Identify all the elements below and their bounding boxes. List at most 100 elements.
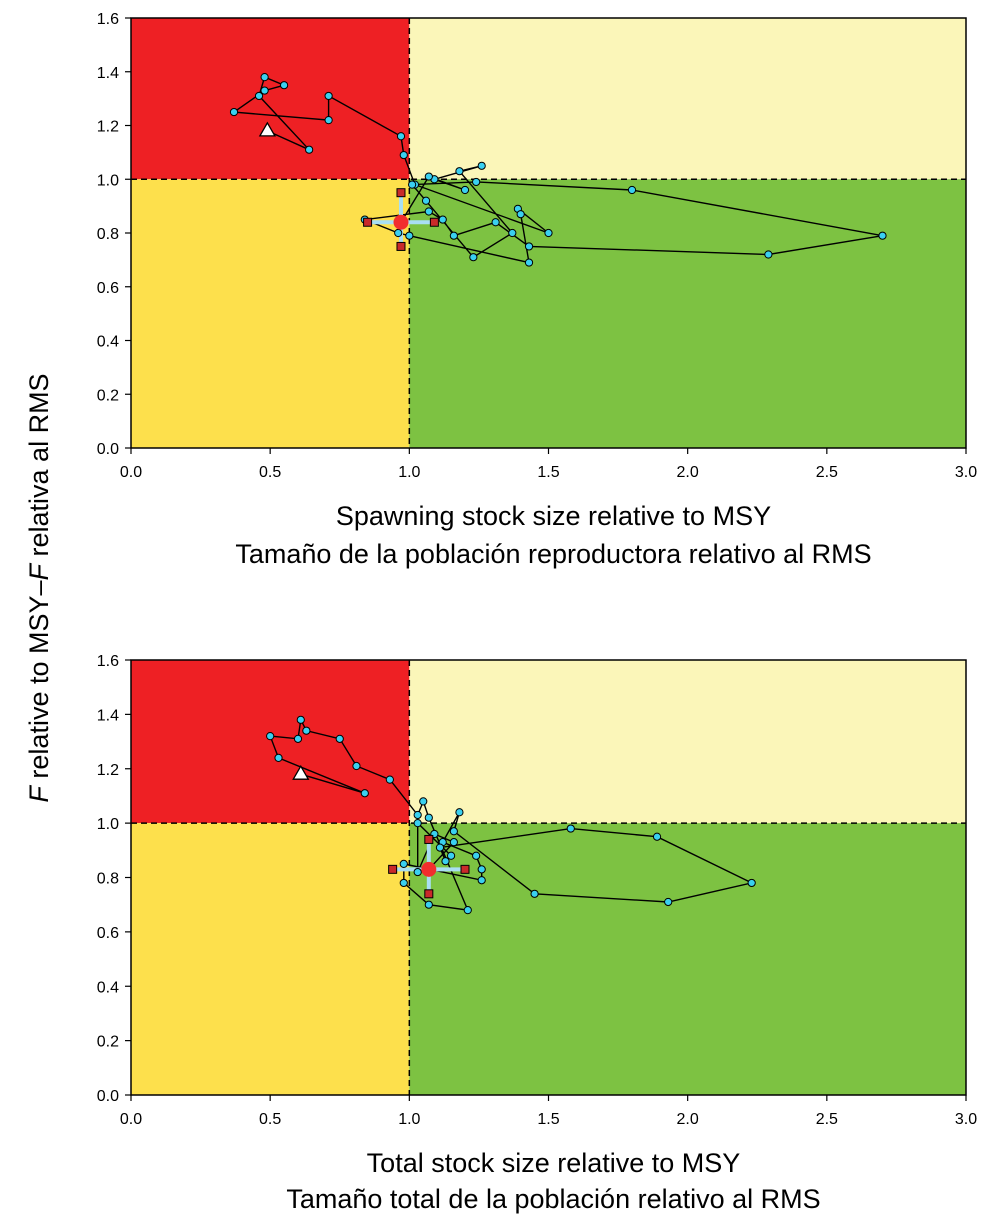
data-point: [424, 207, 433, 216]
data-point: [664, 897, 673, 907]
data-point: [652, 832, 662, 841]
data-point: [229, 107, 239, 117]
x-axis-label-spanish: Tamaño de la población reproductora rela…: [235, 539, 871, 569]
x-tick-label: 0.5: [259, 1111, 281, 1128]
data-point: [424, 900, 433, 909]
ci-end-marker: [363, 217, 373, 227]
data-point: [627, 185, 637, 195]
ci-end-marker: [429, 217, 439, 227]
overfishing-zone: [409, 660, 966, 824]
data-point: [764, 250, 773, 259]
x-tick-label: 3.0: [955, 1111, 977, 1128]
y-tick-label: 0.6: [97, 925, 119, 942]
y-tick-label: 1.4: [97, 707, 119, 724]
data-point: [405, 231, 414, 240]
x-tick-label: 1.0: [398, 1111, 420, 1128]
data-point: [463, 906, 472, 915]
data-point: [399, 878, 408, 888]
y-tick-label: 0.2: [97, 387, 119, 404]
data-point: [419, 797, 428, 806]
x-tick-label: 2.5: [816, 1111, 838, 1128]
y-tick-label: 1.0: [97, 172, 119, 189]
data-point: [878, 231, 887, 240]
data-point: [396, 132, 406, 141]
data-point: [566, 824, 575, 833]
data-point: [424, 172, 433, 181]
data-point: [469, 253, 478, 262]
data-point: [296, 715, 305, 724]
current-point: [393, 214, 409, 230]
y-tick-label: 0.6: [97, 280, 119, 297]
y-tick-label: 0.0: [97, 1088, 119, 1105]
x-tick-label: 2.5: [816, 464, 838, 481]
data-point: [472, 851, 481, 860]
data-point: [424, 813, 433, 822]
x-axis-label: Total stock size relative to MSY: [367, 1148, 741, 1178]
current-point: [421, 861, 437, 877]
y-tick-label: 0.4: [97, 979, 119, 996]
ci-end-marker: [388, 864, 398, 874]
data-point: [477, 161, 486, 170]
x-tick-label: 1.5: [537, 464, 559, 481]
data-point: [385, 775, 394, 784]
data-point: [544, 228, 553, 238]
data-point: [530, 889, 539, 898]
overfishing-zone: [409, 18, 966, 180]
data-point: [279, 81, 289, 90]
kobe-plot-total-stock: 0.0 0.5 1.0 1.5 2.0 2.5 3.0 0.0 0.2 0.4 0.6 0.8 1.0 1…: [97, 653, 977, 1214]
data-point: [408, 180, 417, 189]
x-axis-label-spanish: Tamaño total de la población relativo al…: [286, 1184, 820, 1214]
data-point: [302, 726, 311, 735]
data-point: [455, 167, 464, 176]
data-point: [449, 838, 458, 847]
healthy-zone: [409, 823, 966, 1095]
start-point-triangle: [292, 764, 310, 780]
data-point: [477, 865, 486, 874]
data-point: [399, 150, 408, 160]
data-point: [435, 843, 445, 852]
trajectory-line: [232, 76, 883, 264]
data-point: [477, 876, 486, 885]
data-point: [421, 196, 431, 205]
data-point: [260, 86, 269, 95]
data-point: [472, 177, 481, 187]
data-point: [399, 859, 408, 869]
x-tick-label: 1.5: [537, 1111, 559, 1128]
healthy-zone: [409, 179, 966, 448]
y-tick-label: 1.6: [97, 11, 119, 28]
x-tick-label: 1.0: [398, 464, 420, 481]
y-tick-label: 0.2: [97, 1034, 119, 1051]
ci-end-marker: [396, 188, 406, 198]
overfished-zone: [131, 179, 410, 448]
ci-end-marker: [460, 864, 470, 874]
y-tick-label: 1.4: [97, 65, 119, 82]
y-tick-label: 0.8: [97, 871, 119, 888]
data-point: [274, 753, 283, 762]
data-point: [360, 789, 369, 798]
data-point: [335, 734, 344, 743]
x-tick-label: 0.0: [120, 1111, 142, 1128]
y-tick-label: 0.4: [97, 334, 119, 351]
y-tick-label: 0.0: [97, 441, 119, 458]
y-tick-label: 1.0: [97, 816, 119, 833]
x-tick-label: 3.0: [955, 464, 977, 481]
overfished-overfishing-zone: [131, 660, 410, 824]
x-tick-label: 0.5: [259, 464, 281, 481]
ci-end-marker: [396, 241, 406, 251]
data-point: [293, 734, 303, 743]
y-tick-label: 1.6: [97, 653, 119, 670]
ci-end-marker: [424, 889, 434, 899]
data-point: [266, 732, 275, 741]
y-tick-label: 1.2: [97, 119, 119, 136]
data-point: [508, 228, 517, 238]
data-point: [413, 810, 422, 820]
x-tick-label: 2.0: [677, 464, 699, 481]
x-tick-label: 0.0: [120, 464, 142, 481]
data-point: [460, 185, 470, 195]
data-point: [324, 91, 333, 101]
data-point: [441, 857, 450, 866]
data-point: [449, 827, 458, 836]
data-point: [438, 215, 447, 224]
x-axis-label: Spawning stock size relative to MSY: [336, 501, 771, 531]
